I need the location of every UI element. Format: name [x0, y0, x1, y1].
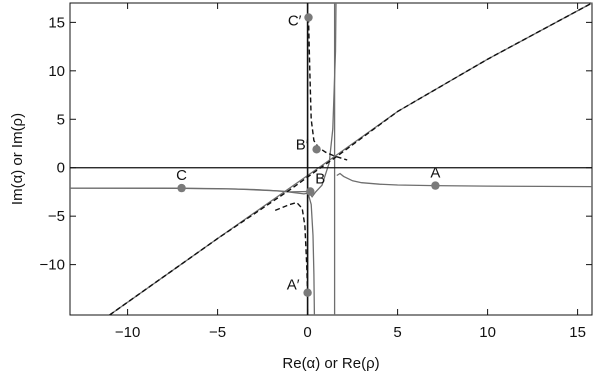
- dashed-curve-0: [109, 2, 593, 316]
- y-axis-title: Im(α) or Im(ρ): [9, 113, 26, 205]
- y-tick-label: −10: [40, 257, 65, 274]
- solid-curve-4: [109, 2, 593, 316]
- point-label: A: [430, 165, 440, 182]
- solid-curve-0: [69, 187, 316, 316]
- x-tick-label: 10: [479, 324, 496, 341]
- y-tick-label: 10: [48, 63, 65, 80]
- solid-curve-1: [70, 2, 337, 198]
- plot-frame: [69, 2, 593, 316]
- y-tick-label: 15: [48, 14, 65, 31]
- y-tick-label: −5: [48, 208, 65, 225]
- point-marker: [312, 145, 321, 154]
- x-tick-label: −10: [115, 324, 140, 341]
- y-tick-label: 5: [57, 111, 65, 128]
- x-tick-label: 5: [393, 324, 401, 341]
- x-tick-label: −5: [209, 324, 226, 341]
- x-tick-label: 15: [569, 324, 586, 341]
- ticks-layer: −10 −5 0 5 10 15 −10 −5 0 5 10 15: [40, 3, 592, 341]
- x-tick-label: 0: [303, 324, 311, 341]
- point-marker: [303, 288, 312, 297]
- point-label: B: [315, 171, 325, 188]
- point-marker: [177, 183, 186, 193]
- solid-curve-3: [336, 172, 593, 188]
- point-label: C: [176, 167, 187, 184]
- dashed-curve-2: [307, 17, 348, 161]
- x-axis-title: Re(α) or Re(ρ): [282, 355, 379, 372]
- point-label: C′: [288, 13, 302, 30]
- points-layer: A B C A′ B′ C′: [176, 13, 440, 297]
- point-marker: [306, 187, 315, 196]
- axes-layer: [70, 3, 592, 315]
- curves-layer: [69, 2, 593, 316]
- point-label: A′: [287, 277, 300, 294]
- point-label: B′: [296, 136, 309, 153]
- point-marker: [304, 13, 313, 22]
- y-tick-label: 0: [57, 160, 65, 177]
- point-marker: [431, 181, 440, 190]
